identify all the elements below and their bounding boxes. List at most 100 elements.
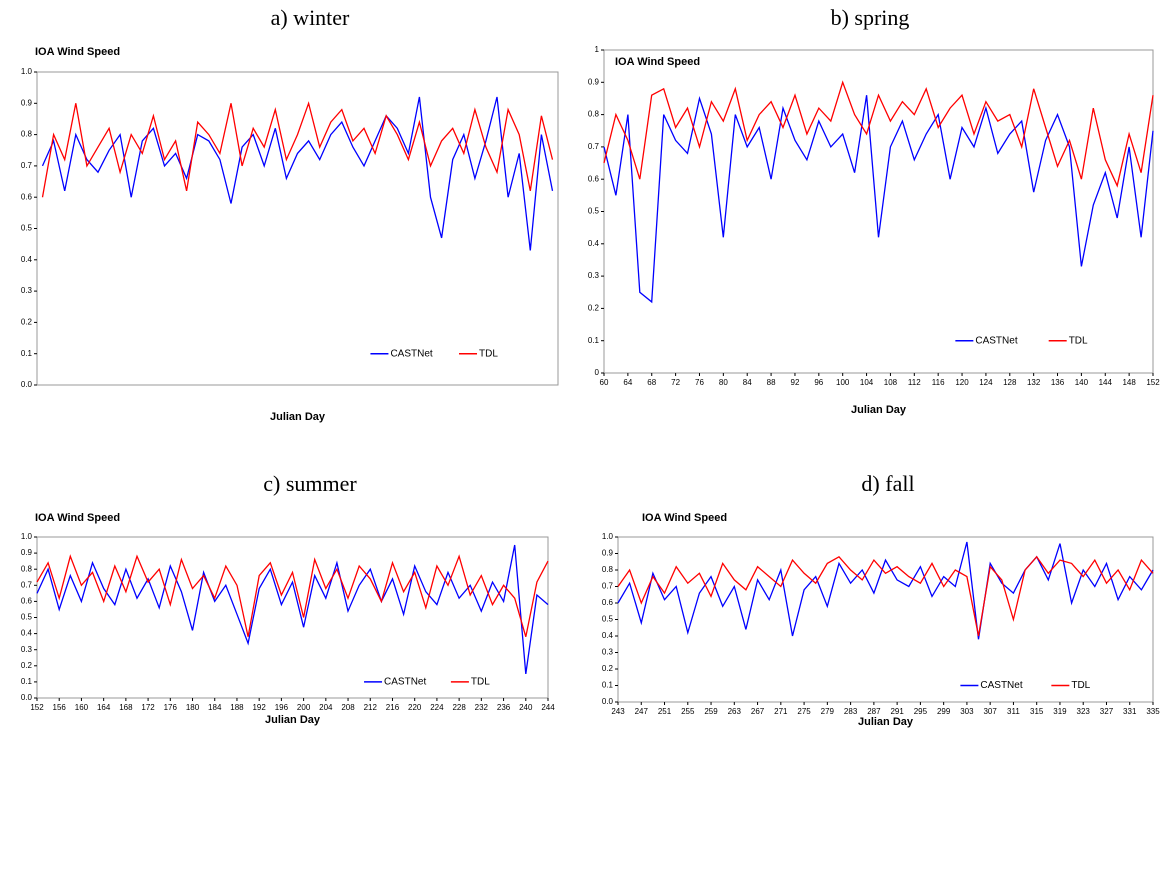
x-tick-label: 315 (1030, 707, 1044, 716)
y-tick-label: 0.8 (21, 564, 33, 573)
x-tick-label: 180 (186, 703, 200, 712)
y-tick-label: 0.7 (588, 142, 600, 151)
y-tick-label: 0.5 (21, 224, 33, 233)
panel-caption: d) fall (861, 471, 914, 496)
x-tick-label: 116 (932, 378, 945, 387)
y-tick-label: 0.8 (588, 110, 600, 119)
y-tick-label: 0.1 (21, 349, 33, 358)
legend-label: CASTNet (975, 335, 1017, 346)
x-tick-label: 204 (319, 703, 333, 712)
y-tick-label: 1.0 (21, 67, 33, 76)
series-line (36, 554, 549, 637)
panel-caption: b) spring (831, 5, 910, 30)
x-tick-label: 196 (275, 703, 289, 712)
y-tick-label: 0.4 (588, 239, 600, 248)
x-tick-label: 220 (408, 703, 422, 712)
x-tick-label: 188 (230, 703, 244, 712)
plot-frame (36, 71, 559, 386)
x-tick-label: 132 (1027, 378, 1041, 387)
x-tick-label: 271 (774, 707, 788, 716)
y-tick-label: 0.6 (21, 597, 33, 606)
x-tick-label: 307 (983, 707, 997, 716)
y-tick-label: 0.6 (588, 174, 600, 183)
x-tick-label: 243 (611, 707, 625, 716)
y-tick-label: 0.2 (21, 661, 33, 670)
x-tick-label: 287 (867, 707, 881, 716)
y-tick-label: 0.3 (21, 645, 33, 654)
legend-label: CASTNet (980, 680, 1022, 691)
x-tick-label: 152 (30, 703, 44, 712)
x-tick-label: 104 (860, 378, 874, 387)
x-tick-label: 156 (53, 703, 67, 712)
y-tick-label: 0 (595, 368, 600, 377)
series-line (41, 101, 554, 198)
x-tick-label: 100 (836, 378, 850, 387)
y-tick-label: 0.1 (602, 681, 614, 690)
x-tick-label: 148 (1122, 378, 1136, 387)
y-tick-label: 0.4 (602, 631, 614, 640)
y-tick-label: 0.1 (21, 677, 33, 686)
x-tick-label: 232 (475, 703, 489, 712)
x-tick-label: 152 (1146, 378, 1160, 387)
plot-frame (36, 536, 549, 699)
series-line (603, 80, 1154, 188)
y-tick-label: 0.0 (602, 697, 614, 706)
x-tick-label: 64 (623, 378, 632, 387)
x-tick-label: 335 (1146, 707, 1160, 716)
x-tick-label: 92 (791, 378, 800, 387)
x-tick-label: 216 (386, 703, 400, 712)
x-tick-label: 140 (1075, 378, 1089, 387)
legend-label: TDL (471, 677, 490, 688)
legend-label: TDL (1071, 680, 1090, 691)
chart-title: IOA Wind Speed (35, 46, 120, 58)
x-tick-label: 76 (695, 378, 704, 387)
legend-label: TDL (1069, 335, 1088, 346)
x-tick-label: 68 (647, 378, 656, 387)
x-tick-label: 247 (635, 707, 649, 716)
x-tick-label: 236 (497, 703, 511, 712)
y-tick-label: 0.2 (602, 664, 614, 673)
x-tick-label: 319 (1053, 707, 1067, 716)
x-tick-label: 323 (1077, 707, 1091, 716)
x-axis-label: Julian Day (858, 716, 914, 728)
chart-title: IOA Wind Speed (642, 512, 727, 524)
series-line (617, 541, 1154, 640)
x-tick-label: 212 (364, 703, 378, 712)
x-tick-label: 244 (541, 703, 555, 712)
y-tick-label: 1.0 (21, 532, 33, 541)
series-line (617, 555, 1154, 637)
x-tick-label: 88 (767, 378, 776, 387)
y-tick-label: 0.8 (602, 565, 614, 574)
y-tick-label: 0.9 (21, 98, 33, 107)
x-tick-label: 164 (97, 703, 111, 712)
x-tick-label: 124 (979, 378, 993, 387)
y-tick-label: 0.5 (21, 613, 33, 622)
x-tick-label: 200 (297, 703, 311, 712)
x-tick-label: 172 (141, 703, 155, 712)
x-tick-label: 96 (814, 378, 823, 387)
x-tick-label: 291 (890, 707, 904, 716)
x-tick-label: 255 (681, 707, 695, 716)
x-tick-label: 311 (1007, 707, 1020, 716)
x-tick-label: 327 (1100, 707, 1114, 716)
legend-label: CASTNet (384, 677, 426, 688)
x-tick-label: 208 (341, 703, 355, 712)
y-tick-label: 0.9 (21, 548, 33, 557)
y-tick-label: 1.0 (602, 532, 614, 541)
x-tick-label: 84 (743, 378, 752, 387)
y-tick-label: 0.4 (21, 255, 33, 264)
series-line (36, 544, 549, 674)
x-tick-label: 72 (671, 378, 680, 387)
y-tick-label: 0.5 (588, 207, 600, 216)
y-tick-label: 0.2 (21, 318, 33, 327)
x-tick-label: 168 (119, 703, 133, 712)
x-tick-label: 299 (937, 707, 951, 716)
x-tick-label: 275 (797, 707, 811, 716)
y-tick-label: 0.8 (21, 130, 33, 139)
y-tick-label: 0.7 (21, 161, 33, 170)
x-tick-label: 128 (1003, 378, 1017, 387)
panel-caption: c) summer (263, 471, 357, 496)
y-tick-label: 0.4 (21, 629, 33, 638)
x-tick-label: 240 (519, 703, 533, 712)
